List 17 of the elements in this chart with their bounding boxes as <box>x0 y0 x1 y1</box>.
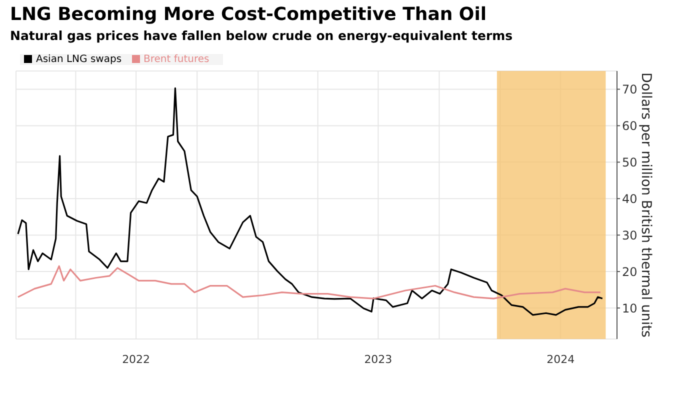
y-tick-label: 70 <box>622 82 638 96</box>
y-tick-label: 60 <box>622 118 638 133</box>
y-tick-label: 40 <box>622 192 638 206</box>
x-tick-label: 2024 <box>546 352 575 366</box>
chart-subtitle: Natural gas prices have fallen below crude on energy-equivalent terms <box>10 28 513 43</box>
line-series <box>17 87 604 316</box>
x-tick-label: 2023 <box>364 352 392 366</box>
chart-title: LNG Becoming More Cost-Competitive Than Oil <box>10 4 487 25</box>
x-tick-label: 2022 <box>122 352 150 366</box>
y-tick-label: 50 <box>622 155 638 170</box>
legend-label: Brent futures <box>144 54 210 65</box>
legend-label: Asian LNG swaps <box>36 54 122 65</box>
y-tick-label: 30 <box>622 228 638 242</box>
line-series <box>17 265 602 300</box>
y-axis-title: Dollars per million British thermal units <box>638 72 654 338</box>
y-tick-label: 20 <box>622 264 638 279</box>
y-tick-label: 10 <box>622 301 638 316</box>
